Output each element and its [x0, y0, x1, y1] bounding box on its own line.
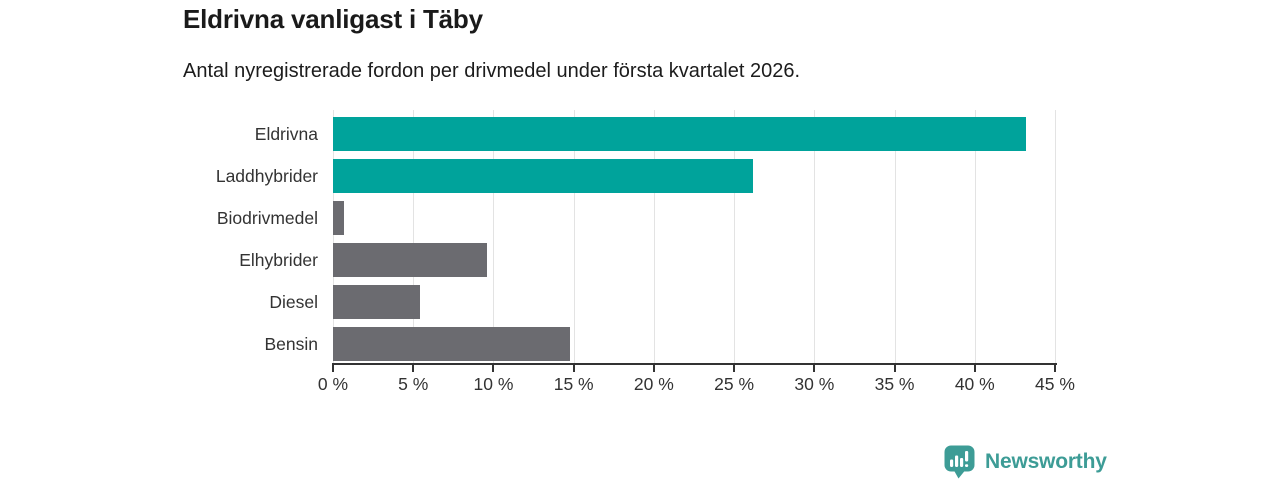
- newsworthy-logo-icon: [944, 445, 975, 479]
- x-tick-label: 20 %: [633, 374, 674, 394]
- x-tick-label: 40 %: [954, 374, 995, 394]
- x-tick-label: 10 %: [473, 374, 514, 394]
- x-tick-mark: [492, 365, 495, 372]
- gridline: [653, 110, 655, 365]
- gridline: [1055, 110, 1056, 365]
- gridline: [573, 110, 575, 365]
- x-tick-mark: [893, 365, 896, 372]
- bar-elhybrider: [333, 243, 488, 277]
- bar-laddhybrider: [333, 159, 754, 193]
- x-tick-label: 45 %: [1035, 374, 1075, 394]
- x-tick-mark: [572, 365, 575, 372]
- x-tick-label: 5 %: [398, 374, 429, 394]
- x-axis-tick-labels: 0 % 5 % 10 % 15 % 20 % 25 % 30 % 35 % 40 % 45 %: [318, 374, 1075, 396]
- x-tick-label: 35 %: [874, 374, 915, 394]
- x-tick-mark: [412, 365, 415, 372]
- x-tick-label: 15 %: [553, 374, 594, 394]
- newsworthy-logo[interactable]: Newsworthy: [944, 445, 1107, 479]
- chart-title: Eldrivna vanligast i Täby: [183, 4, 483, 34]
- category-label: Diesel: [269, 292, 318, 312]
- plot-area: [333, 110, 1056, 365]
- x-axis-line: [332, 363, 1057, 365]
- category-label: Eldrivna: [254, 124, 318, 144]
- x-tick-label: 25 %: [714, 374, 755, 394]
- x-axis-ticks: [332, 365, 1056, 372]
- category-label: Bensin: [264, 334, 318, 354]
- gridline: [333, 110, 334, 365]
- bar-diesel: [333, 285, 420, 319]
- newsworthy-logo-text: Newsworthy: [985, 450, 1107, 473]
- x-tick-mark: [813, 365, 816, 372]
- category-label: Biodrivmedel: [216, 208, 318, 228]
- x-tick-label: 0 %: [317, 374, 349, 394]
- x-tick-mark: [973, 365, 976, 372]
- x-tick-mark: [1054, 365, 1056, 372]
- x-tick-mark: [733, 365, 736, 372]
- gridline: [493, 110, 495, 365]
- bar-biodrivmedel: [333, 201, 345, 235]
- gridline: [894, 110, 896, 365]
- gridline: [413, 110, 415, 365]
- bar-bensin: [333, 327, 571, 361]
- x-tick-label: 30 %: [794, 374, 835, 394]
- x-tick-mark: [652, 365, 655, 372]
- gridline: [974, 110, 976, 365]
- bar-eldrivna: [333, 117, 1027, 151]
- y-axis-labels: Eldrivna Laddhybrider Biodrivmedel Elhybrid…: [0, 113, 318, 365]
- category-label: Elhybrider: [239, 250, 318, 270]
- chart-subtitle: Antal nyregistrerade fordon per drivmede…: [183, 60, 801, 82]
- x-tick-mark: [332, 365, 334, 372]
- gridline: [734, 110, 736, 365]
- gridline: [814, 110, 816, 365]
- category-label: Laddhybrider: [215, 166, 318, 186]
